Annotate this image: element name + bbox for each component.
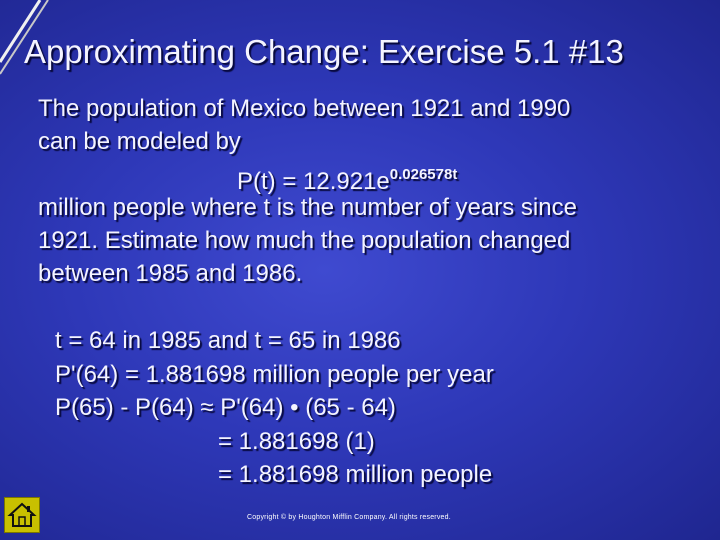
problem-line: million people where t is the number of … — [38, 194, 577, 221]
problem-line: between 1985 and 1986. — [38, 260, 303, 287]
problem-line: can be modeled by — [38, 128, 241, 155]
solution-line: t = 64 in 1985 and t = 65 in 1986 — [55, 327, 401, 354]
home-icon — [7, 502, 37, 527]
solution-line: P'(64) = 1.881698 million people per yea… — [55, 360, 494, 388]
solution-line: = 1.881698 million people — [218, 461, 493, 488]
solution-steps: t = 64 in 1985 and t = 65 in 1986 P'(64)… — [55, 324, 494, 492]
problem-statement: The population of Mexico between 1921 an… — [38, 92, 577, 290]
formula-exponent: 0.026578t — [389, 166, 458, 183]
corner-decoration — [0, 0, 49, 75]
slide-title: Approximating Change: Exercise 5.1 #13 — [24, 33, 624, 70]
problem-line: 1921. Estimate how much the population c… — [38, 227, 571, 254]
problem-line: The population of Mexico between 1921 an… — [38, 95, 571, 122]
formula-base: P(t) = 12.921e — [237, 168, 390, 195]
formula: P(t) = 12.921e0.026578t — [38, 158, 577, 195]
solution-line: = 1.881698 (1) — [218, 427, 375, 455]
home-button[interactable] — [4, 497, 40, 533]
copyright-notice: Copyright © by Houghton Mifflin Company.… — [247, 514, 451, 521]
solution-line: P(65) - P(64) ≈ P'(64) • (65 - 64) — [55, 394, 396, 421]
